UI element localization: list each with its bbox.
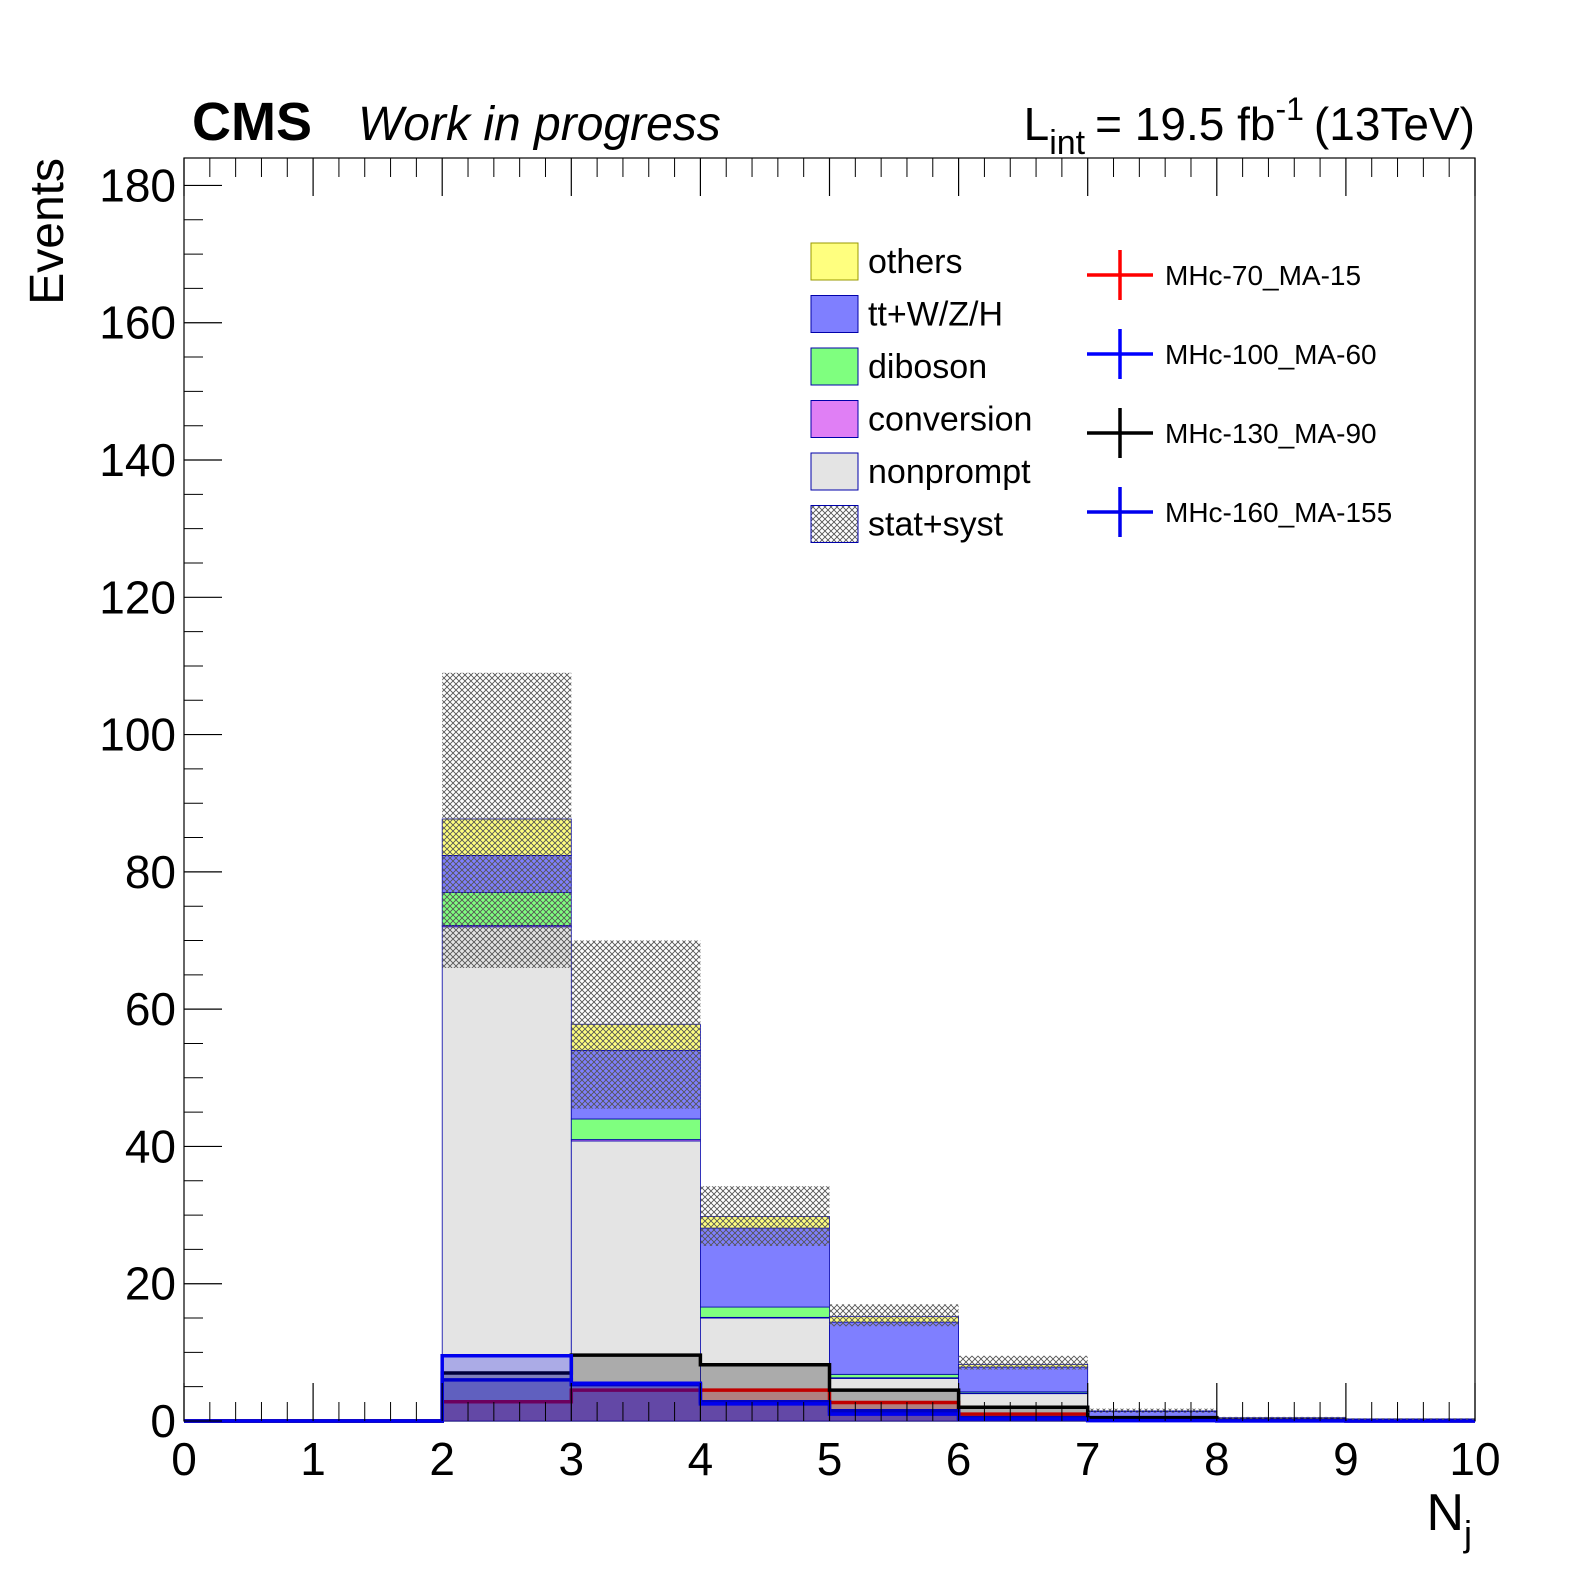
signal-fill-mhc-100-ma-60-bin-4	[700, 1401, 830, 1421]
legend-label-conversion: conversion	[868, 401, 1032, 439]
x-tick-label: 9	[1333, 1433, 1359, 1485]
lumi-superscript: -1	[1275, 91, 1303, 127]
y-tick-label: 160	[99, 297, 176, 349]
legend-swatch-nonprompt	[810, 452, 859, 491]
signal-fill-mhc-70-ma-15-bin-3	[571, 1390, 701, 1421]
uncertainty-band-bin-8	[1216, 1416, 1346, 1419]
signal-fill-mhc-130-ma-90-bin-3	[571, 1355, 701, 1421]
legend-label-mhc-70-ma-15: MHc-70_MA-15	[1165, 260, 1361, 291]
legend-label-mhc-130-ma-90: MHc-130_MA-90	[1165, 418, 1377, 449]
x-tick-label: 8	[1204, 1433, 1230, 1485]
lumi-subscript: int	[1049, 124, 1085, 162]
lumi-label: Lint = 19.5 fb-1 (13TeV)	[1024, 91, 1475, 162]
legend-swatch-others	[810, 242, 859, 281]
uncertainty-band-bin-5	[829, 1304, 959, 1327]
legend: others tt+W/Z/H diboson conversion nonprompt…	[810, 242, 1392, 544]
x-tick-label: 5	[817, 1433, 843, 1485]
uncertainty-band-bin-4	[700, 1186, 830, 1246]
lumi-symbol: L	[1024, 98, 1050, 150]
x-tick-label: 6	[946, 1433, 972, 1485]
legend-swatch-tt-w-z-h	[810, 295, 859, 333]
bar-tt-w-z-h-bin-6	[958, 1366, 1089, 1393]
legend-label-mhc-100-ma-60: MHc-100_MA-60	[1165, 339, 1377, 370]
bar-diboson-bin-5	[829, 1373, 960, 1379]
uncertainty-band-bin-7	[1087, 1408, 1217, 1413]
y-axis-title: Events	[21, 158, 74, 305]
signal-fill-mhc-160-ma-155-bin-3	[571, 1383, 701, 1421]
y-tick-label: 0	[150, 1395, 176, 1447]
lumi-energy: (13TeV)	[1314, 98, 1475, 150]
signal-fill-mhc-130-ma-90-bin-2	[442, 1372, 572, 1421]
x-tick-label: 1	[300, 1433, 326, 1485]
uncertainty-band-bin-9	[1345, 1418, 1475, 1420]
x-tick-label: 4	[688, 1433, 714, 1485]
signal-fill-mhc-160-ma-155-bin-4	[700, 1403, 830, 1421]
signal-fill-mhc-100-ma-60-bin-2	[442, 1379, 572, 1421]
legend-label-others: others	[868, 243, 963, 281]
x-tick-label: 10	[1449, 1433, 1500, 1485]
uncertainty-band-bin-2	[442, 672, 572, 968]
legend-swatch-diboson	[810, 347, 859, 386]
y-tick-label: 180	[99, 159, 176, 211]
uncertainty-band-bin-3	[571, 940, 701, 1109]
x-tick-label: 3	[559, 1433, 585, 1485]
x-axis-title: Nj	[1426, 1484, 1472, 1554]
lumi-value: = 19.5 fb	[1095, 98, 1275, 150]
legend-label-tt-w-z-h: tt+W/Z/H	[868, 296, 1003, 334]
x-tick-label: 2	[429, 1433, 455, 1485]
legend-label-stat-syst: stat+syst	[868, 506, 1004, 544]
y-tick-label: 40	[125, 1120, 176, 1172]
legend-label-diboson: diboson	[868, 348, 987, 386]
legend-label-nonprompt: nonprompt	[868, 453, 1031, 491]
x-axis-title-sub: j	[1463, 1513, 1472, 1554]
y-tick-label: 60	[125, 983, 176, 1035]
bar-diboson-bin-4	[700, 1306, 830, 1318]
legend-label-mhc-160-ma-155: MHc-160_MA-155	[1165, 497, 1392, 528]
signal-fill-mhc-160-ma-155-bin-2	[442, 1355, 572, 1421]
legend-swatch-conversion	[810, 400, 859, 438]
y-tick-label: 80	[125, 846, 176, 898]
uncertainty-layer	[442, 672, 1475, 1420]
signal-fill-mhc-70-ma-15-bin-2	[442, 1401, 572, 1421]
bar-tt-w-z-h-bin-5	[829, 1321, 960, 1375]
signal-fill-mhc-130-ma-90-bin-4	[700, 1364, 830, 1421]
y-tick-label: 140	[99, 434, 176, 486]
bar-nonprompt-bin-2	[441, 926, 572, 1422]
signal-fill-mhc-100-ma-60-bin-3	[571, 1384, 701, 1421]
x-axis-title-main: N	[1426, 1484, 1464, 1542]
x-tick-label: 7	[1075, 1433, 1101, 1485]
x-tick-label: 0	[171, 1433, 197, 1485]
bar-diboson-bin-3	[570, 1118, 701, 1140]
y-tick-label: 20	[125, 1258, 176, 1310]
experiment-label: CMS	[192, 92, 312, 152]
stack-layer	[441, 818, 1476, 1422]
y-tick-label: 100	[99, 709, 176, 761]
y-tick-label: 120	[99, 571, 176, 623]
legend-swatch-stat-syst	[810, 505, 859, 543]
uncertainty-band-bin-6	[958, 1355, 1088, 1370]
signal-fill-mhc-160-ma-155-bin-5	[829, 1414, 959, 1421]
status-label: Work in progress	[358, 98, 721, 151]
